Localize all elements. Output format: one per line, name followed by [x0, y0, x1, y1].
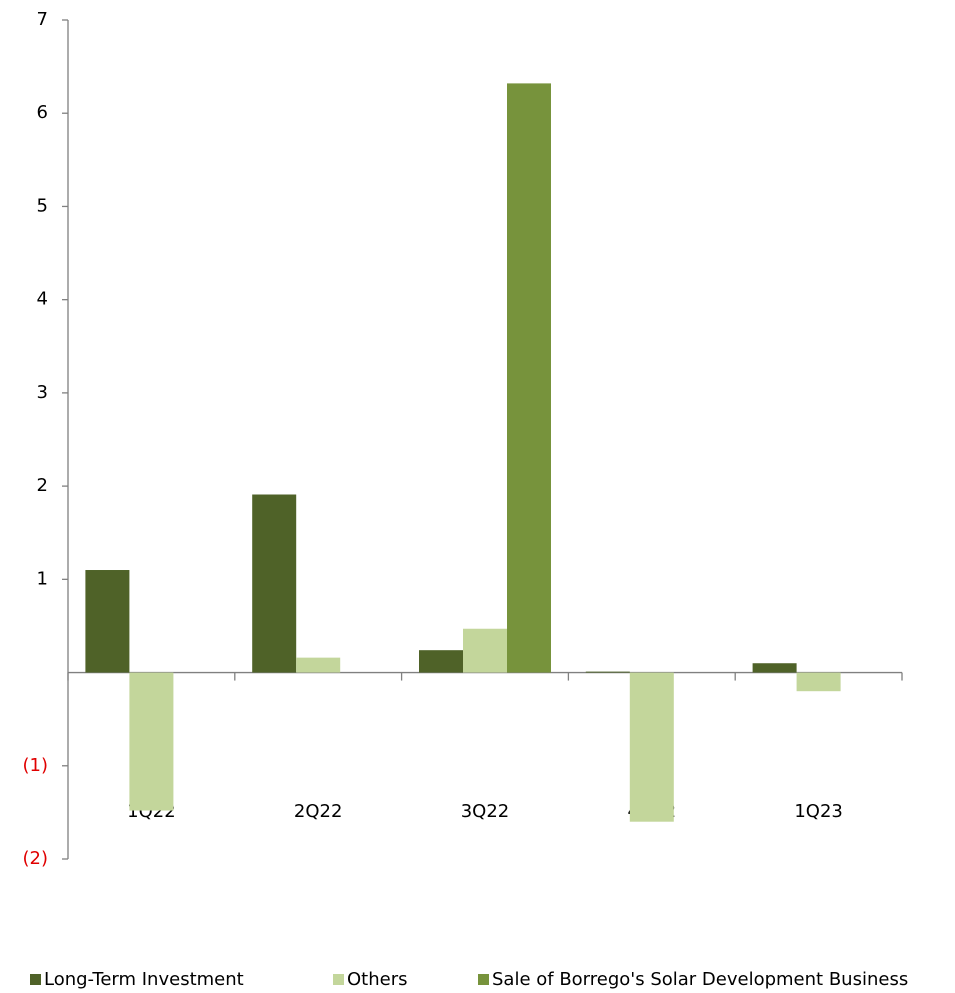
y-tick-label: 7: [37, 9, 48, 30]
y-tick-label: (2): [23, 848, 49, 869]
legend-swatch: [30, 974, 41, 985]
x-tick-label: 3Q22: [461, 801, 510, 822]
bar: [463, 628, 507, 673]
bar: [629, 672, 674, 822]
bar: [419, 650, 463, 673]
x-tick-label: 1Q23: [794, 801, 843, 822]
legend-label: Sale of Borrego's Solar Development Busi…: [492, 969, 908, 990]
legend-label: Long-Term Investment: [44, 969, 244, 990]
bar: [129, 672, 174, 811]
y-tick-label: (1): [23, 755, 49, 776]
y-tick-label: 1: [37, 568, 48, 589]
y-tick-label: 5: [37, 195, 48, 216]
y-tick-label: 6: [37, 102, 48, 123]
bar: [252, 494, 297, 673]
bar: [507, 83, 551, 673]
legend-swatch: [478, 974, 489, 985]
legend-label: Others: [347, 969, 408, 990]
bar: [796, 672, 841, 692]
y-tick-label: 2: [37, 475, 48, 496]
y-tick-label: 4: [37, 289, 48, 310]
bar: [752, 663, 797, 673]
legend-swatch: [333, 974, 344, 985]
bar: [296, 657, 341, 673]
bar: [85, 570, 130, 673]
bar: [585, 671, 630, 673]
y-tick-label: 3: [37, 382, 48, 403]
x-tick-label: 2Q22: [294, 801, 343, 822]
